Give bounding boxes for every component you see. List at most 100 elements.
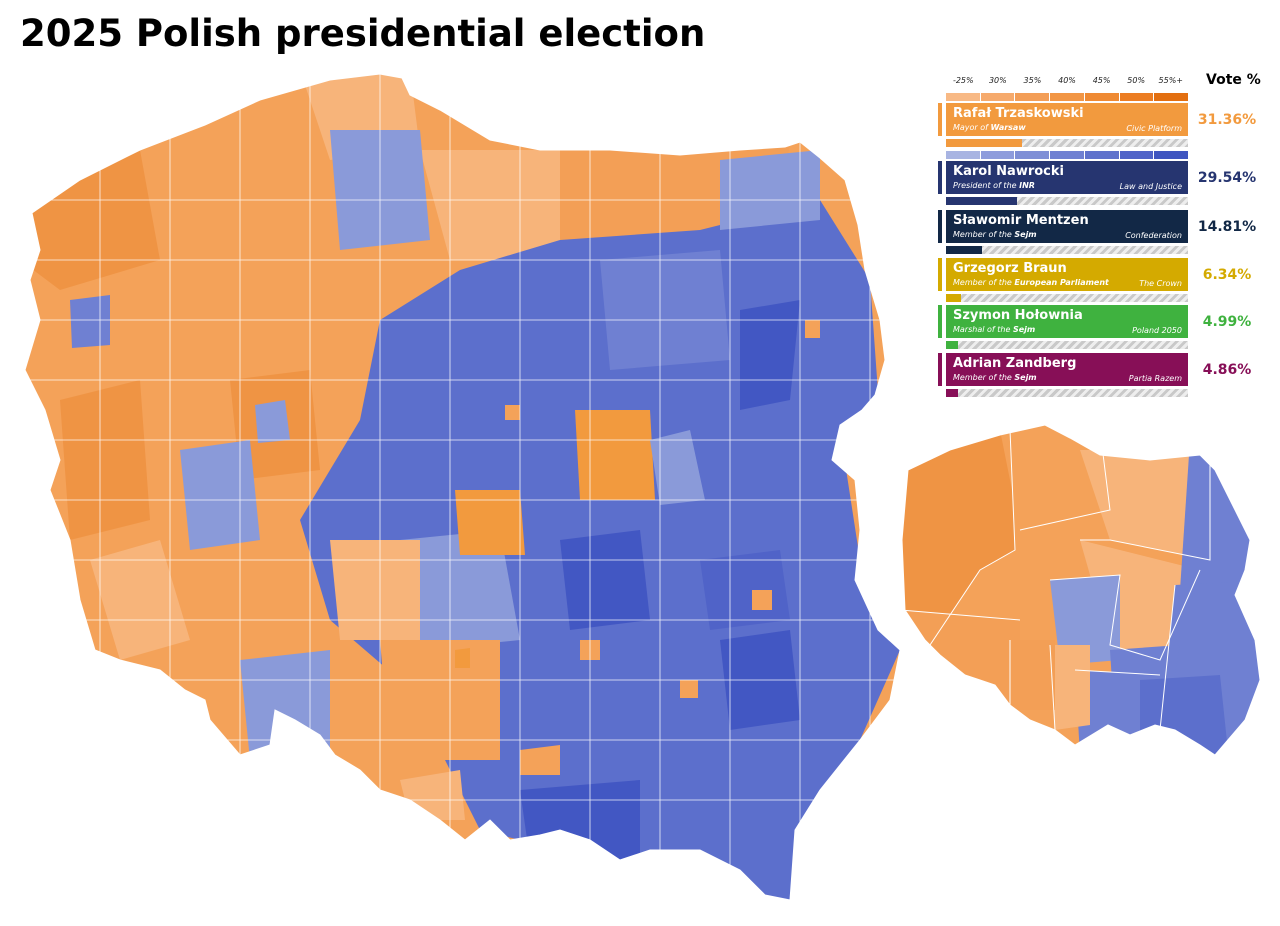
candidate-marker [938, 258, 942, 291]
region-warsaw-east [650, 430, 705, 505]
region-lodz-city [455, 490, 525, 555]
vote-percent-header: Vote % [1206, 72, 1261, 88]
candidate-nawrocki: Karol Nawrocki President of the INR Law … [938, 161, 1256, 208]
vote-bar-track [946, 341, 1188, 349]
scale-swatch [1154, 151, 1189, 159]
region-lubusz [60, 380, 150, 540]
candidate-name: Grzegorz Braun [953, 261, 1067, 276]
candidate-box: Sławomir Mentzen Member of the Sejm Conf… [946, 210, 1188, 243]
inset-borders [902, 429, 1211, 731]
candidate-box: Karol Nawrocki President of the INR Law … [946, 161, 1188, 194]
scale-swatch [1050, 151, 1084, 159]
scale-swatch [1119, 151, 1154, 159]
inset-west-pomerania-lubusz [902, 430, 1015, 660]
vote-bar-track [946, 246, 1188, 254]
candidate-braun: Grzegorz Braun Member of the European Pa… [938, 258, 1251, 305]
candidate-name: Karol Nawrocki [953, 164, 1064, 179]
inset-opole [1010, 640, 1055, 710]
candidate-role: Member of the European Parliament [953, 278, 1109, 287]
candidate-vote-percent: 6.34% [1202, 267, 1252, 283]
candidate-role: President of the INR [953, 181, 1035, 190]
scale-swatch [1015, 93, 1050, 101]
region-wroclaw-area [330, 540, 420, 640]
candidate-role: Marshal of the Sejm [953, 325, 1036, 334]
candidate-box: Szymon Hołownia Marshal of the Sejm Pola… [946, 305, 1188, 338]
candidate-name: Rafał Trzaskowski [953, 106, 1084, 121]
candidate-party: Partia Razem [1128, 374, 1182, 383]
region-lower-silesia-light [90, 540, 190, 660]
vote-bar-track [946, 139, 1188, 147]
vote-bar-fill [946, 294, 962, 302]
candidate-party: Confederation [1125, 231, 1182, 240]
region-city-dot-6 [805, 320, 820, 338]
scale-label: 40% [1058, 76, 1076, 85]
region-swietokrzyskie-dark [560, 530, 650, 630]
legend: -25% 30% 35% 40% 45% 50% 55%+ Vote % Raf… [938, 70, 1263, 410]
scale-swatch [946, 151, 980, 159]
candidate-mentzen: Sławomir Mentzen Member of the Sejm Conf… [938, 210, 1256, 257]
candidate-zandberg: Adrian Zandberg Member of the Sejm Parti… [938, 353, 1251, 400]
region-podhale-dark [520, 780, 640, 860]
scale-label: 35% [1023, 76, 1042, 85]
region-warsaw [575, 410, 655, 500]
scale-label: 55%+ [1158, 76, 1183, 85]
scale-label: 50% [1127, 76, 1146, 85]
candidate-role: Mayor of Warsaw [953, 123, 1026, 132]
candidate-marker [938, 353, 942, 386]
candidate-party: The Crown [1139, 279, 1182, 288]
region-north-east-light [720, 150, 820, 230]
candidate-vote-percent: 4.99% [1202, 314, 1252, 330]
region-lublin-mid [700, 550, 790, 630]
candidate-vote-percent: 31.36% [1197, 112, 1257, 128]
scale-label: 30% [988, 76, 1007, 85]
blue-color-scale [946, 151, 1189, 159]
scale-labels: -25% 30% 35% 40% 45% 50% 55%+ [946, 76, 1188, 85]
candidate-name: Sławomir Mentzen [953, 213, 1089, 228]
scale-swatch [1119, 93, 1154, 101]
candidate-box: Adrian Zandberg Member of the Sejm Parti… [946, 353, 1188, 386]
vote-bar-fill [946, 197, 1018, 205]
region-west-blue [180, 440, 260, 550]
region-krakow [520, 745, 560, 775]
region-west-pomerania [25, 150, 160, 290]
candidate-vote-percent: 4.86% [1202, 362, 1252, 378]
region-city-dot-1 [455, 648, 470, 668]
region-podlasie-dark [740, 300, 800, 410]
candidate-box: Rafał Trzaskowski Mayor of Warsaw Civic … [946, 103, 1188, 136]
scale-swatch [946, 93, 980, 101]
candidate-vote-percent: 29.54% [1197, 170, 1257, 186]
candidate-trzaskowski: Rafał Trzaskowski Mayor of Warsaw Civic … [938, 103, 1256, 150]
candidate-party: Poland 2050 [1132, 326, 1182, 335]
candidate-name: Adrian Zandberg [953, 356, 1077, 371]
region-silesia-cities [380, 640, 500, 760]
vote-bar-track [946, 389, 1188, 397]
vote-bar-track [946, 197, 1188, 205]
region-west-pomerania-blue [70, 295, 110, 348]
scale-label: 45% [1092, 76, 1111, 85]
candidate-party: Civic Platform [1126, 124, 1182, 133]
vote-bar-fill [946, 341, 959, 349]
candidate-marker [938, 103, 942, 136]
candidate-box: Grzegorz Braun Member of the European Pa… [946, 258, 1188, 291]
vote-bar-track [946, 294, 1188, 302]
vote-bar-fill [946, 139, 1022, 147]
candidate-role: Member of the Sejm [953, 230, 1037, 239]
voivodeship-inset-map [901, 424, 1261, 756]
scale-label: -25% [952, 76, 974, 85]
map-title: 2025 Polish presidential election [20, 12, 706, 55]
region-north-central [420, 150, 560, 260]
candidate-marker [938, 161, 942, 194]
candidate-holownia: Szymon Hołownia Marshal of the Sejm Pola… [938, 305, 1251, 352]
inset-silesia [1050, 645, 1090, 730]
region-masovia-north [600, 250, 730, 370]
candidate-vote-percent: 14.81% [1197, 219, 1257, 235]
scale-swatch [1084, 151, 1119, 159]
region-poznan-blue [255, 400, 290, 443]
candidate-marker [938, 305, 942, 338]
region-city-dot-4 [680, 680, 698, 698]
candidate-name: Szymon Hołownia [953, 308, 1083, 323]
vote-bar-fill [946, 246, 982, 254]
candidate-marker [938, 210, 942, 243]
scale-swatch [1154, 93, 1189, 101]
candidate-party: Law and Justice [1119, 182, 1182, 191]
